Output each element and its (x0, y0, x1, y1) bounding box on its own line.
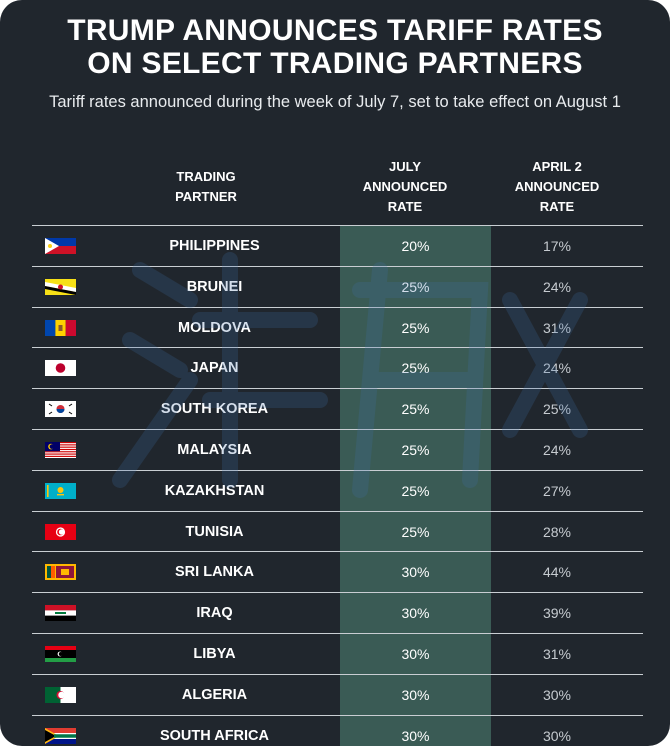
header-april-line-2: ANNOUNCED (514, 179, 600, 194)
table-row: PHILIPPINES 20% 17% (32, 225, 643, 266)
july-rate-value: 25% (401, 319, 430, 336)
table-row: MOLDOVA 25% 31% (32, 306, 643, 348)
header-april-line-1: APRIL 2 (532, 159, 582, 174)
july-rate-value: 25% (401, 442, 430, 458)
partner-name: MOLDOVA (177, 319, 252, 336)
algeria-flag-icon (45, 686, 76, 703)
header-april-rate: APRIL 2 ANNOUNCED RATE (497, 157, 617, 217)
malaysia-flag-icon (45, 442, 76, 458)
page-subtitle: Tariff rates announced during the week o… (49, 93, 621, 111)
table-row: MALAYSIA 25% 24% (32, 429, 643, 470)
july-rate-value: 30% (401, 646, 430, 662)
april-rate-value: 24% (542, 278, 572, 295)
moldova-flag-icon (45, 319, 76, 336)
april-rate-value: 44% (542, 564, 572, 581)
table-row: KAZAKHSTAN 25% 27% (32, 469, 643, 511)
july-rate-value: 20% (401, 238, 430, 254)
table-row: SOUTH KOREA 25% 25% (32, 388, 643, 429)
partner-name: TUNISIA (185, 523, 244, 540)
sri-lanka-flag-icon (45, 564, 76, 581)
libya-flag-icon (45, 646, 76, 662)
april-rate-value: 31% (542, 646, 572, 662)
april-rate-value: 17% (542, 238, 572, 254)
april-rate-value: 31% (542, 319, 572, 336)
partner-name: MALAYSIA (177, 442, 252, 458)
header-trading-partner: TRADING PARTNER (160, 167, 252, 207)
july-rate-value: 30% (401, 564, 430, 581)
partner-name: ALGERIA (181, 686, 248, 703)
july-rate-value: 25% (401, 360, 430, 377)
header-july-line-1: JULY (388, 159, 422, 174)
table-row: BRUNEI 25% 24% (32, 265, 643, 307)
july-rate-value: 25% (401, 278, 430, 295)
header-july-line-3: RATE (387, 199, 423, 214)
july-rate-value: 30% (401, 727, 430, 744)
april-rate-value: 30% (542, 686, 572, 703)
partner-name: PHILIPPINES (169, 238, 260, 254)
philippines-flag-icon (45, 238, 76, 254)
japan-flag-icon (45, 360, 76, 377)
header-partner-line-1: TRADING (176, 169, 236, 184)
table-row: JAPAN 25% 24% (32, 347, 643, 388)
april-rate-value: 24% (542, 442, 572, 458)
partner-name: SRI LANKA (175, 564, 254, 581)
april-rate-value: 39% (542, 605, 572, 622)
south-africa-flag-icon (45, 727, 76, 744)
partner-name: SOUTH KOREA (160, 401, 269, 418)
april-rate-value: 28% (542, 523, 572, 540)
july-rate-value: 25% (401, 523, 430, 540)
partner-name: KAZAKHSTAN (164, 482, 265, 499)
july-rate-highlight-column (340, 225, 491, 746)
south-korea-flag-icon (45, 401, 76, 418)
april-rate-value: 24% (542, 360, 572, 377)
header-partner-line-2: PARTNER (175, 189, 237, 204)
partner-name: BRUNEI (186, 278, 243, 295)
partner-name: IRAQ (196, 605, 233, 622)
april-rate-value: 25% (542, 401, 572, 418)
partner-name: SOUTH AFRICA (159, 727, 269, 744)
table-row: LIBYA 30% 31% (32, 633, 643, 674)
header-july-rate: JULY ANNOUNCED RATE (345, 157, 465, 217)
header-april-line-3: RATE (539, 199, 575, 214)
july-rate-value: 30% (401, 686, 430, 703)
table-row: SOUTH AFRICA 30% 30% (32, 714, 643, 746)
table-row: SRI LANKA 30% 44% (32, 551, 643, 592)
title-line-2: ON SELECT TRADING PARTNERS (87, 47, 583, 80)
iraq-flag-icon (45, 605, 76, 622)
table-row: IRAQ 30% 39% (32, 592, 643, 633)
table-row: TUNISIA 25% 28% (32, 510, 643, 552)
table-row: ALGERIA 30% 30% (32, 673, 643, 715)
july-rate-value: 30% (401, 605, 430, 622)
april-rate-value: 27% (542, 482, 572, 499)
partner-name: LIBYA (193, 646, 236, 662)
brunei-flag-icon (45, 278, 76, 295)
april-rate-value: 30% (542, 727, 572, 744)
kazakhstan-flag-icon (45, 482, 76, 499)
july-rate-value: 25% (401, 482, 430, 499)
tunisia-flag-icon (45, 523, 76, 540)
page-title: TRUMP ANNOUNCES TARIFF RATES ON SELECT T… (0, 14, 670, 80)
partner-name: JAPAN (190, 360, 239, 377)
title-line-1: TRUMP ANNOUNCES TARIFF RATES (67, 14, 603, 47)
july-rate-value: 25% (401, 401, 430, 418)
header-july-line-2: ANNOUNCED (362, 179, 448, 194)
